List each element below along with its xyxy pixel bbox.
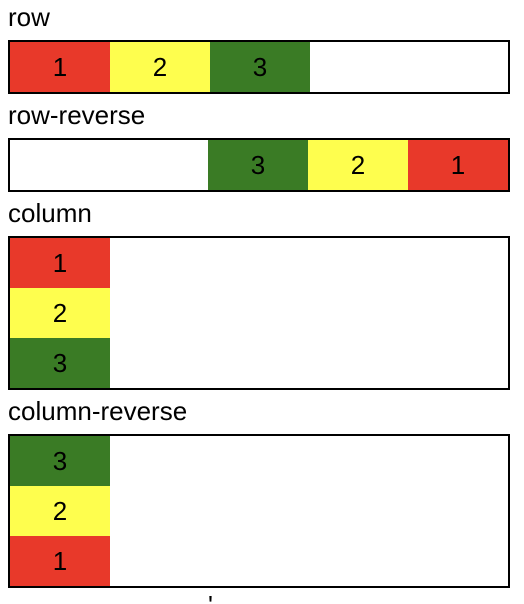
row-reverse-item-1: 1 — [408, 140, 508, 190]
row-reverse-label: row-reverse — [8, 100, 146, 130]
column-reverse-item-1: 1 — [10, 536, 110, 586]
column-label: column — [8, 198, 92, 228]
column-reverse-container: 1 2 3 — [8, 434, 510, 588]
column-item-3: 3 — [10, 338, 110, 388]
row-reverse-item-2: 2 — [308, 140, 408, 190]
row-item-3: 3 — [210, 42, 310, 92]
column-reverse-item-2: 2 — [10, 486, 110, 536]
column-reverse-label: column-reverse — [8, 396, 188, 426]
row-item-2: 2 — [110, 42, 210, 92]
row-item-1: 1 — [10, 42, 110, 92]
column-item-1: 1 — [10, 238, 110, 288]
column-item-2: 2 — [10, 288, 110, 338]
column-container: 1 2 3 — [8, 236, 510, 390]
column-reverse-item-3: 3 — [10, 436, 110, 486]
row-container: 1 2 3 — [8, 40, 510, 94]
next-section-label-fragment: ' — [208, 590, 218, 604]
row-reverse-item-3: 3 — [208, 140, 308, 190]
row-reverse-container: 1 2 3 — [8, 138, 510, 192]
row-label: row — [8, 2, 50, 32]
